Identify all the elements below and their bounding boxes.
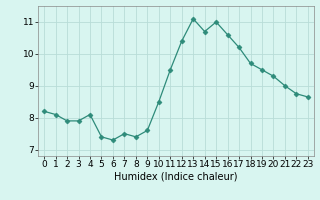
X-axis label: Humidex (Indice chaleur): Humidex (Indice chaleur) (114, 172, 238, 182)
